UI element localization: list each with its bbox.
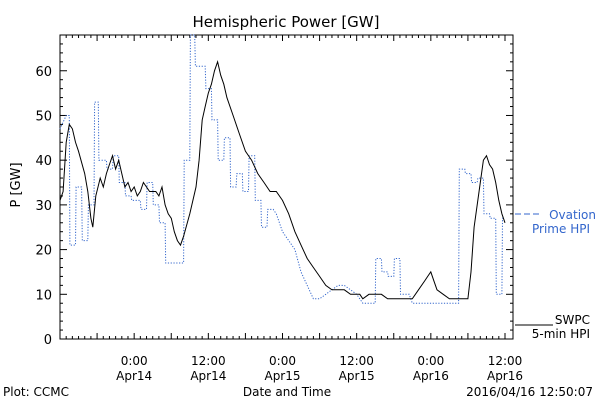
x-tick-label-time: 0:00 (417, 354, 444, 368)
x-tick-label-date: Apr16 (487, 369, 523, 383)
x-tick-label-time: 0:00 (121, 354, 148, 368)
y-tick-label: 40 (35, 154, 52, 169)
x-tick-label-date: Apr15 (339, 369, 375, 383)
x-tick-label-time: 0:00 (269, 354, 296, 368)
chart-title: Hemispheric Power [GW] (193, 13, 380, 31)
x-tick-label-time: 12:00 (339, 354, 374, 368)
legend-ovation-line1: Ovation (549, 208, 596, 222)
y-axis-ticks: 0 10 20 30 40 50 60 (35, 34, 513, 348)
x-tick-label-date: Apr14 (116, 369, 152, 383)
x-tick-label-date: Apr15 (264, 369, 300, 383)
y-tick-label: 0 (44, 333, 52, 348)
series-swpc-line (59, 59, 506, 300)
x-tick-label-time: 12:00 (191, 354, 226, 368)
legend-ovation-line2: Prime HPI (532, 222, 590, 236)
series-layer (59, 34, 506, 304)
y-tick-label: 10 (35, 288, 52, 303)
x-tick-label-time: 12:00 (488, 354, 523, 368)
series-ovation-line (59, 34, 505, 304)
y-tick-label: 20 (35, 244, 52, 259)
y-axis-label: P [GW] (9, 162, 24, 207)
y-tick-label: 60 (35, 65, 52, 80)
plot-frame (59, 34, 514, 340)
x-tick-label-date: Apr14 (190, 369, 226, 383)
legend-swpc-line1: SWPC (555, 313, 590, 327)
footer-plot-credit: Plot: CCMC (3, 385, 69, 399)
x-axis-label: Date and Time (243, 385, 331, 399)
x-axis-ticks: 0:00Apr1412:00Apr140:00Apr1512:00Apr150:… (65, 35, 523, 383)
y-tick-label: 50 (35, 109, 52, 124)
y-tick-label: 30 (35, 199, 52, 214)
legend: Ovation Prime HPI SWPC 5-min HPI (515, 208, 596, 341)
legend-swpc-line2: 5-min HPI (532, 327, 590, 341)
footer-timestamp: 2016/04/16 12:50:07 (466, 385, 593, 399)
x-tick-label-date: Apr16 (413, 369, 449, 383)
